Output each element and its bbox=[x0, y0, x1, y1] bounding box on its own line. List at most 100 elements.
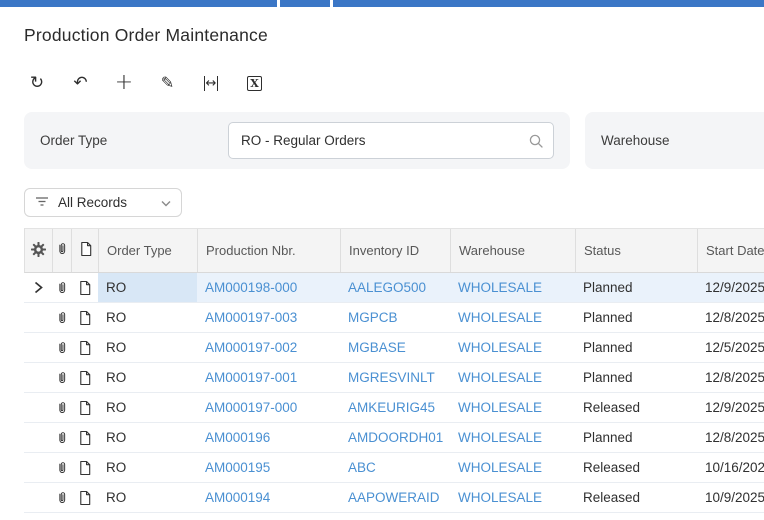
warehouse-link[interactable]: WHOLESALE bbox=[458, 340, 543, 355]
production-nbr-link[interactable]: AM000195 bbox=[205, 460, 271, 475]
paperclip-icon[interactable] bbox=[52, 273, 71, 302]
production-nbr-link[interactable]: AM000197-001 bbox=[205, 370, 298, 385]
cell-inventory-id: MGRESVINLT bbox=[340, 363, 450, 392]
file-icon[interactable] bbox=[71, 273, 98, 302]
paperclip-icon[interactable] bbox=[52, 423, 71, 452]
refresh-icon: ↻ bbox=[29, 72, 45, 93]
cell-status: Planned bbox=[583, 340, 633, 355]
file-icon[interactable] bbox=[71, 453, 98, 482]
paperclip-icon[interactable] bbox=[52, 453, 71, 482]
file-icon[interactable] bbox=[71, 363, 98, 392]
cell-order-type: RO bbox=[106, 370, 127, 385]
inventory-id-link[interactable]: AMDOORDH01 bbox=[348, 430, 444, 445]
cell-order-type: RO bbox=[106, 400, 127, 415]
warehouse-link[interactable]: WHOLESALE bbox=[458, 460, 543, 475]
inventory-id-link[interactable]: MGPCB bbox=[348, 310, 398, 325]
column-header-inventory-id[interactable]: Inventory ID bbox=[341, 229, 451, 272]
warehouse-link[interactable]: WHOLESALE bbox=[458, 310, 543, 325]
column-header-warehouse[interactable]: Warehouse bbox=[451, 229, 576, 272]
production-nbr-link[interactable]: AM000198-000 bbox=[205, 280, 298, 295]
production-nbr-link[interactable]: AM000197-002 bbox=[205, 340, 298, 355]
table-row[interactable]: RO AM000197-003 MGPCB WHOLESALE Planned 12/8/… bbox=[24, 303, 764, 333]
table-row[interactable]: RO AM000196 AMDOORDH01 WHOLESALE Planned 12/8… bbox=[24, 423, 764, 453]
chevron-down-icon bbox=[161, 194, 171, 212]
row-selector-cell bbox=[24, 483, 52, 512]
inventory-id-link[interactable]: AMKEURIG45 bbox=[348, 400, 436, 415]
cell-start-date: 12/9/2025 bbox=[697, 273, 764, 302]
row-selector-cell bbox=[24, 393, 52, 422]
cell-order-type: RO bbox=[98, 273, 197, 302]
order-type-selector[interactable]: RO - Regular Orders bbox=[228, 122, 554, 159]
warehouse-link[interactable]: WHOLESALE bbox=[458, 370, 543, 385]
cell-production-nbr: AM000196 bbox=[197, 423, 340, 452]
notes-column-header[interactable] bbox=[72, 229, 99, 272]
column-header-order-type[interactable]: Order Type bbox=[99, 229, 198, 272]
cell-inventory-id: AMDOORDH01 bbox=[340, 423, 450, 452]
inventory-id-link[interactable]: AALEGO500 bbox=[348, 280, 427, 295]
file-icon[interactable] bbox=[71, 303, 98, 332]
file-icon[interactable] bbox=[71, 423, 98, 452]
row-selector-cell bbox=[24, 303, 52, 332]
toolbar: ↻ ↶ + ✎ ↔ X bbox=[24, 70, 285, 96]
cell-start-date: 12/9/2025 bbox=[705, 400, 764, 415]
orders-table: Order Type Production Nbr. Inventory ID … bbox=[24, 228, 764, 513]
fit-width-icon-button[interactable]: ↔ bbox=[198, 70, 224, 96]
table-row[interactable]: RO AM000197-000 AMKEURIG45 WHOLESALE Release… bbox=[24, 393, 764, 423]
records-filter-button[interactable]: All Records bbox=[24, 188, 182, 217]
export-excel-icon-button[interactable]: X bbox=[242, 70, 268, 96]
column-header-start-date[interactable]: Start Date bbox=[698, 229, 764, 272]
warehouse-link[interactable]: WHOLESALE bbox=[458, 490, 543, 505]
paperclip-icon[interactable] bbox=[52, 483, 71, 512]
cell-inventory-id: AAPOWERAID bbox=[340, 483, 450, 512]
table-row[interactable]: RO AM000197-002 MGBASE WHOLESALE Planned 12/5… bbox=[24, 333, 764, 363]
order-type-filter-group: Order Type RO - Regular Orders bbox=[24, 112, 570, 169]
cell-inventory-id: MGPCB bbox=[340, 303, 450, 332]
inventory-id-link[interactable]: MGBASE bbox=[348, 340, 406, 355]
column-header-production-nbr[interactable]: Production Nbr. bbox=[198, 229, 341, 272]
file-icon[interactable] bbox=[71, 393, 98, 422]
cell-start-date: 10/9/2025 bbox=[705, 490, 764, 505]
filter-lines-icon bbox=[35, 194, 49, 212]
production-nbr-link[interactable]: AM000197-000 bbox=[205, 400, 298, 415]
search-icon[interactable] bbox=[528, 133, 544, 154]
file-icon[interactable] bbox=[71, 333, 98, 362]
cell-order-type: RO bbox=[106, 490, 127, 505]
warehouse-link[interactable]: WHOLESALE bbox=[458, 400, 543, 415]
cell-order-type: RO bbox=[106, 430, 127, 445]
column-header-status[interactable]: Status bbox=[576, 229, 698, 272]
table-row[interactable]: RO AM000195 ABC WHOLESALE Released 10/16/2025 bbox=[24, 453, 764, 483]
refresh-icon-button[interactable]: ↻ bbox=[24, 70, 50, 96]
table-header-row: Order Type Production Nbr. Inventory ID … bbox=[24, 228, 764, 273]
warehouse-link[interactable]: WHOLESALE bbox=[458, 430, 543, 445]
grid-settings-header[interactable] bbox=[25, 229, 53, 272]
paperclip-icon[interactable] bbox=[52, 333, 71, 362]
cell-start-date: 12/5/2025 bbox=[705, 340, 764, 355]
edit-icon: ✎ bbox=[160, 72, 175, 92]
file-icon bbox=[79, 241, 92, 260]
warehouse-link[interactable]: WHOLESALE bbox=[458, 280, 543, 295]
order-type-label: Order Type bbox=[40, 133, 108, 148]
production-nbr-link[interactable]: AM000197-003 bbox=[205, 310, 298, 325]
attachments-column-header[interactable] bbox=[53, 229, 72, 272]
paperclip-icon[interactable] bbox=[52, 393, 71, 422]
file-icon[interactable] bbox=[71, 483, 98, 512]
order-type-value: RO - Regular Orders bbox=[241, 133, 366, 148]
edit-icon-button[interactable]: ✎ bbox=[155, 70, 181, 96]
undo-icon-button[interactable]: ↶ bbox=[68, 70, 94, 96]
cell-inventory-id: AALEGO500 bbox=[340, 273, 450, 302]
inventory-id-link[interactable]: MGRESVINLT bbox=[348, 370, 435, 385]
paperclip-icon bbox=[56, 241, 68, 260]
production-nbr-link[interactable]: AM000196 bbox=[205, 430, 271, 445]
production-nbr-link[interactable]: AM000194 bbox=[205, 490, 271, 505]
cell-start-date: 12/8/2025 bbox=[705, 370, 764, 385]
cell-status: Planned bbox=[583, 430, 633, 445]
add-icon-button[interactable]: + bbox=[111, 70, 137, 96]
table-row[interactable]: RO AM000194 AAPOWERAID WHOLESALE Released 10/… bbox=[24, 483, 764, 513]
table-row[interactable]: RO AM000197-001 MGRESVINLT WHOLESALE Planned… bbox=[24, 363, 764, 393]
paperclip-icon[interactable] bbox=[52, 303, 71, 332]
inventory-id-link[interactable]: ABC bbox=[348, 460, 376, 475]
table-row[interactable]: RO AM000198-000 AALEGO500 WHOLESALE Planned 1… bbox=[24, 273, 764, 303]
cell-warehouse: WHOLESALE bbox=[450, 423, 575, 452]
inventory-id-link[interactable]: AAPOWERAID bbox=[348, 490, 440, 505]
paperclip-icon[interactable] bbox=[52, 363, 71, 392]
